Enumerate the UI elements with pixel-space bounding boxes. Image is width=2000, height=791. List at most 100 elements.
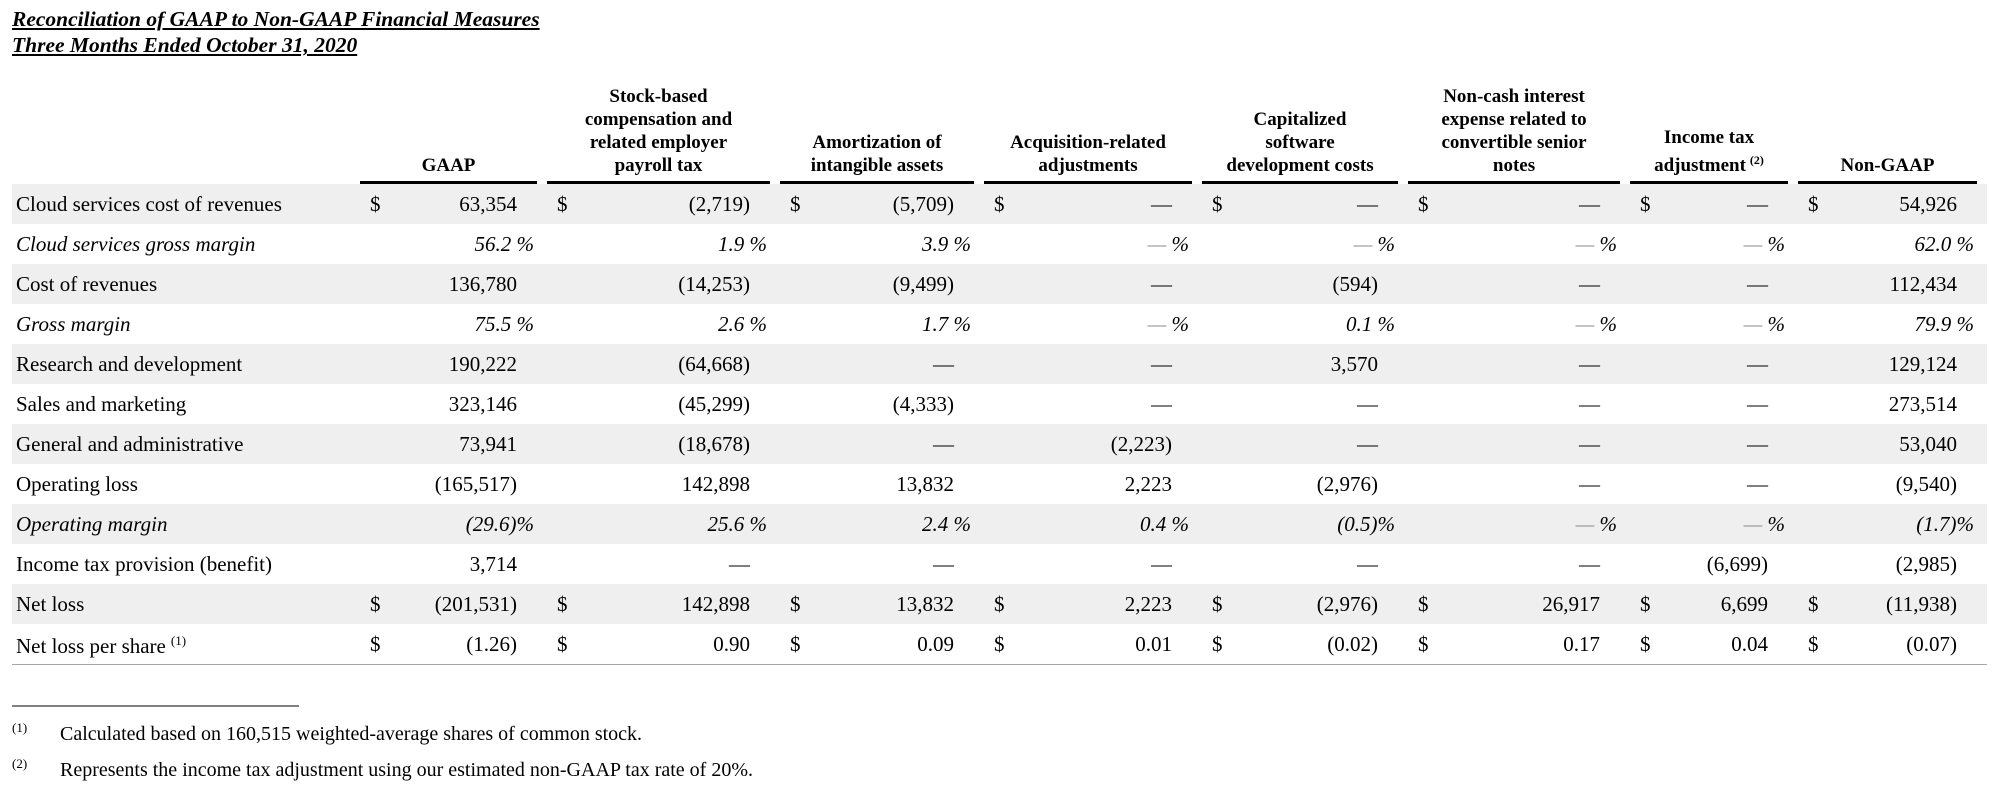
cell-value: 1.9 % xyxy=(718,232,767,256)
value-cell: $ — xyxy=(1630,184,1798,224)
value-cell-content: — xyxy=(1408,472,1630,496)
value-cell-content: 2,223 xyxy=(984,472,1202,496)
value-cell: $ — xyxy=(1202,184,1408,224)
column-header-label: Income tax adjustment xyxy=(1654,127,1755,176)
column-header-2: Stock-based compensation and related emp… xyxy=(547,62,780,184)
value-cell-content: — xyxy=(984,272,1202,296)
cell-value: — % xyxy=(1743,232,1785,256)
cell-value: — xyxy=(1357,552,1378,576)
cell-value: — xyxy=(1579,432,1600,456)
cell-value: 63,354 xyxy=(459,192,517,216)
value-cell-content: 62.0 % xyxy=(1798,232,1987,256)
em-dash: — xyxy=(1357,392,1378,416)
em-dash: — xyxy=(1575,512,1595,536)
cell-value: (14,253) xyxy=(678,272,750,296)
em-dash: — xyxy=(1353,232,1373,256)
column-header-8: Non-GAAP xyxy=(1798,62,1987,184)
em-dash: — xyxy=(1579,392,1600,416)
row-label: Research and development xyxy=(12,344,360,384)
value-cell: (165,517) xyxy=(360,464,547,504)
cell-value: 129,124 xyxy=(1888,352,1957,376)
value-cell: $0.04 xyxy=(1630,624,1798,665)
value-cell-content: (165,517) xyxy=(360,472,547,496)
cell-value: (18,678) xyxy=(678,432,750,456)
value-cell-content: (18,678) xyxy=(547,432,780,456)
cell-value: — xyxy=(1579,352,1600,376)
value-cell-content: $ (201,531) xyxy=(360,592,547,616)
value-cell: 1.7 % xyxy=(780,304,984,344)
em-dash: — xyxy=(1575,312,1595,336)
value-cell-content: (9,540) xyxy=(1798,472,1987,496)
value-cell: — xyxy=(547,544,780,584)
cell-value: — xyxy=(1747,392,1768,416)
cell-value: 0.09 xyxy=(917,631,954,656)
value-cell: — xyxy=(984,384,1202,424)
currency-symbol: $ xyxy=(994,631,1005,656)
cell-value: — xyxy=(933,352,954,376)
cell-value: 0.90 xyxy=(713,631,750,656)
cell-value: 2.4 % xyxy=(922,512,971,536)
column-header-text: Stock-based compensation and related emp… xyxy=(547,62,770,184)
cell-value: 79.9 % xyxy=(1914,312,1975,336)
currency-symbol: $ xyxy=(790,631,801,656)
cell-value: — xyxy=(933,552,954,576)
value-cell: $63,354 xyxy=(360,184,547,224)
value-cell-content: — % xyxy=(984,312,1202,336)
cell-value: 112,434 xyxy=(1889,272,1957,296)
value-cell: — % xyxy=(984,304,1202,344)
value-cell: — xyxy=(780,424,984,464)
value-cell: — xyxy=(1630,464,1798,504)
footnote-ref-marker: (2) xyxy=(1749,153,1764,167)
currency-symbol: $ xyxy=(994,192,1005,216)
value-cell-content: $2,223 xyxy=(984,592,1202,616)
value-cell: 2.4 % xyxy=(780,504,984,544)
value-cell-content: — % xyxy=(1408,312,1630,336)
value-cell: — % xyxy=(1408,304,1630,344)
column-header-3: Amortization of intangible assets xyxy=(780,62,984,184)
row-label-text: Net loss per share xyxy=(16,634,166,659)
value-cell: (0.5)% xyxy=(1202,504,1408,544)
value-cell: 75.5 % xyxy=(360,304,547,344)
value-cell-content: (1.7)% xyxy=(1798,512,1987,536)
row-label-text: Income tax provision (benefit) xyxy=(16,552,272,576)
value-cell-content: 3.9 % xyxy=(780,232,984,256)
value-cell-content: 1.7 % xyxy=(780,312,984,336)
footnote-text: Represents the income tax adjustment usi… xyxy=(60,758,753,781)
value-cell-content: 1.9 % xyxy=(547,232,780,256)
em-dash: — xyxy=(729,552,750,576)
footnote-marker: (2) xyxy=(12,755,28,771)
value-cell-content: $ (2,719) xyxy=(547,192,780,216)
footnote-ref-marker: (1) xyxy=(170,633,187,649)
table-row: Cloud services gross margin 56.2 % 1.9 % 3.… xyxy=(12,224,1987,264)
cell-value: 0.04 xyxy=(1731,631,1768,656)
value-cell: 62.0 % xyxy=(1798,224,1987,264)
value-cell: 0.1 % xyxy=(1202,304,1408,344)
value-cell-content: (29.6)% xyxy=(360,512,547,536)
cell-value: 0.17 xyxy=(1563,631,1600,656)
cell-value: 3,714 xyxy=(469,552,517,576)
value-cell: (4,333) xyxy=(780,384,984,424)
cell-value: 136,780 xyxy=(448,272,517,296)
currency-symbol: $ xyxy=(1212,192,1223,216)
currency-symbol: $ xyxy=(1640,192,1651,216)
value-cell: 129,124 xyxy=(1798,344,1987,384)
cell-value: — xyxy=(1151,272,1172,296)
value-cell: $0.17 xyxy=(1408,624,1630,665)
em-dash: — xyxy=(1151,352,1172,376)
value-cell: $2,223 xyxy=(984,584,1202,624)
cell-value: 53,040 xyxy=(1899,432,1957,456)
value-cell: — % xyxy=(1408,504,1630,544)
em-dash: — xyxy=(1747,192,1768,216)
value-cell-content: — % xyxy=(984,232,1202,256)
value-cell: $ (2,719) xyxy=(547,184,780,224)
value-cell: (1.7)% xyxy=(1798,504,1987,544)
value-cell: $142,898 xyxy=(547,584,780,624)
value-cell-content: — xyxy=(1408,552,1630,576)
value-cell: (594) xyxy=(1202,264,1408,304)
cell-value: — xyxy=(1747,472,1768,496)
cell-value: — % xyxy=(1575,312,1617,336)
cell-value: (1.7)% xyxy=(1916,512,1974,536)
cell-value: 2,223 xyxy=(1124,472,1172,496)
value-cell: — xyxy=(1408,424,1630,464)
value-cell-content: — xyxy=(1408,392,1630,416)
